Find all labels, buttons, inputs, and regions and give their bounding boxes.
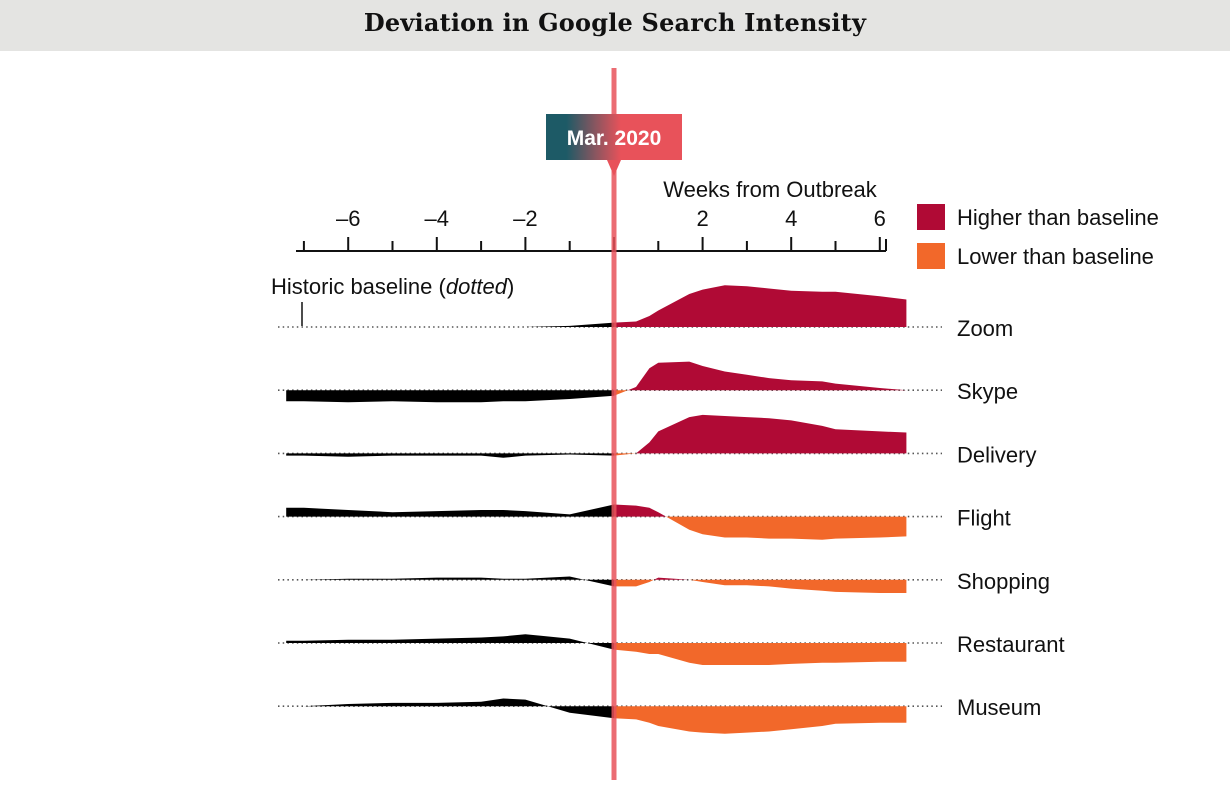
legend-swatch [917, 243, 945, 269]
lower-area [614, 390, 907, 396]
series-label: Skype [957, 379, 1018, 404]
series-label: Zoom [957, 316, 1013, 341]
higher-area [614, 285, 907, 327]
lower-area [614, 516, 907, 540]
series-row-restaurant: Restaurant [278, 632, 1065, 665]
lower-area [614, 643, 907, 665]
x-tick-label: –6 [336, 206, 360, 231]
series-label: Museum [957, 695, 1041, 720]
outbreak-line [611, 68, 617, 780]
series-label: Shopping [957, 569, 1050, 594]
series-label: Restaurant [957, 632, 1065, 657]
legend-label: Higher than baseline [957, 205, 1159, 230]
pre-outbreak-area [286, 634, 614, 650]
x-tick-label: 2 [696, 206, 708, 231]
higher-area [614, 414, 907, 454]
legend-swatch [917, 204, 945, 230]
lower-area [614, 579, 907, 593]
series-row-delivery: Delivery [278, 414, 1036, 467]
lower-area [614, 453, 907, 456]
x-tick-label: –4 [425, 206, 449, 231]
pre-outbreak-area [286, 576, 614, 587]
series-row-zoom: Zoom [278, 285, 1013, 341]
x-axis-title: Weeks from Outbreak [663, 177, 878, 202]
legend-label: Lower than baseline [957, 244, 1154, 269]
series-row-flight: Flight [278, 504, 1011, 540]
x-tick-label: 4 [785, 206, 797, 231]
pre-outbreak-area [286, 322, 614, 327]
higher-area [614, 577, 907, 580]
lower-area [614, 706, 907, 734]
title-bar: Deviation in Google Search Intensity [0, 0, 1230, 51]
outbreak-marker-pointer [607, 160, 621, 176]
series-row-skype: Skype [278, 361, 1018, 404]
pre-outbreak-area [286, 453, 614, 458]
chart-title: Deviation in Google Search Intensity [363, 8, 867, 37]
outbreak-marker-label: Mar. 2020 [567, 127, 662, 150]
outbreak-marker-box [546, 114, 682, 160]
pre-outbreak-area [286, 390, 614, 403]
series-label: Delivery [957, 442, 1036, 467]
pre-outbreak-area [286, 504, 614, 517]
pre-outbreak-area [286, 698, 614, 719]
series-label: Flight [957, 506, 1011, 531]
x-tick-label: –2 [513, 206, 537, 231]
higher-area [614, 504, 907, 517]
series-row-shopping: Shopping [278, 569, 1050, 594]
series-row-museum: Museum [278, 695, 1041, 734]
x-tick-label: 6 [874, 206, 886, 231]
baseline-note: Historic baseline (dotted) [271, 274, 514, 299]
higher-area [614, 361, 907, 391]
